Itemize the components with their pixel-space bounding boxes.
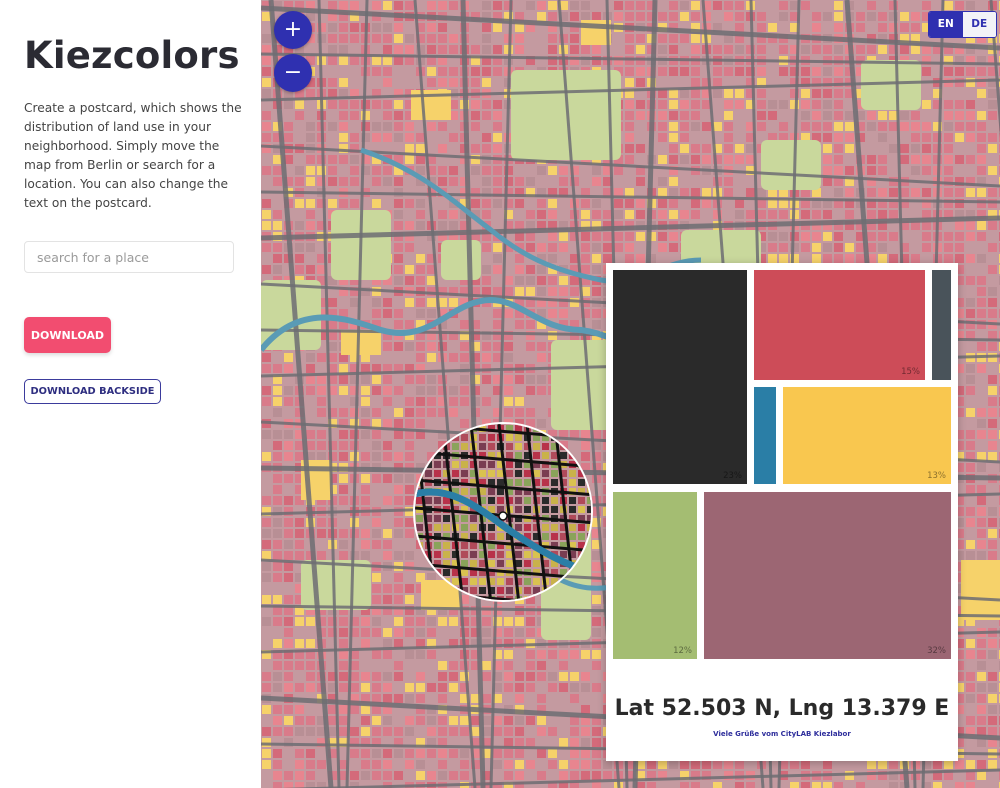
sidebar: Kiezcolors Create a postcard, which show… bbox=[0, 0, 261, 788]
download-button[interactable]: DOWNLOAD bbox=[24, 317, 111, 353]
app-description: Create a postcard, which shows the distr… bbox=[24, 101, 242, 210]
tile-percent: 12% bbox=[673, 646, 692, 656]
tile-percent: 15% bbox=[901, 367, 920, 377]
postcard-coordinates: Lat 52.503 N, Lng 13.379 E bbox=[614, 696, 950, 721]
land-use-tile: 13% bbox=[783, 387, 951, 484]
land-use-tile: 32% bbox=[704, 492, 951, 659]
land-use-tile bbox=[932, 270, 951, 380]
postcard-greeting: Viele Grüße vom CityLAB Kiezlabor bbox=[713, 730, 851, 738]
search-input[interactable] bbox=[24, 241, 234, 273]
land-use-tile: 12% bbox=[613, 492, 697, 659]
language-de[interactable]: DE bbox=[962, 12, 996, 37]
download-backside-button[interactable]: DOWNLOAD BACKSIDE bbox=[24, 379, 161, 404]
tile-percent: 13% bbox=[927, 471, 946, 481]
land-use-tile: 23% bbox=[613, 270, 747, 484]
selection-circle[interactable] bbox=[413, 422, 593, 602]
app-title: Kiezcolors bbox=[24, 34, 240, 77]
map[interactable]: + − EN DE 23% 15% 13% 12% 32% Lat 52.503… bbox=[261, 0, 1000, 788]
selection-circle-map bbox=[415, 424, 591, 600]
land-use-tile bbox=[754, 387, 776, 484]
language-en[interactable]: EN bbox=[929, 12, 963, 37]
zoom-in-button[interactable]: + bbox=[274, 11, 312, 49]
language-switch[interactable]: EN DE bbox=[928, 11, 997, 38]
zoom-out-button[interactable]: − bbox=[274, 54, 312, 92]
land-use-tile: 15% bbox=[754, 270, 925, 380]
tile-percent: 32% bbox=[927, 646, 946, 656]
tile-percent: 23% bbox=[723, 471, 742, 481]
postcard-preview: 23% 15% 13% 12% 32% Lat 52.503 N, Lng 13… bbox=[606, 263, 958, 761]
